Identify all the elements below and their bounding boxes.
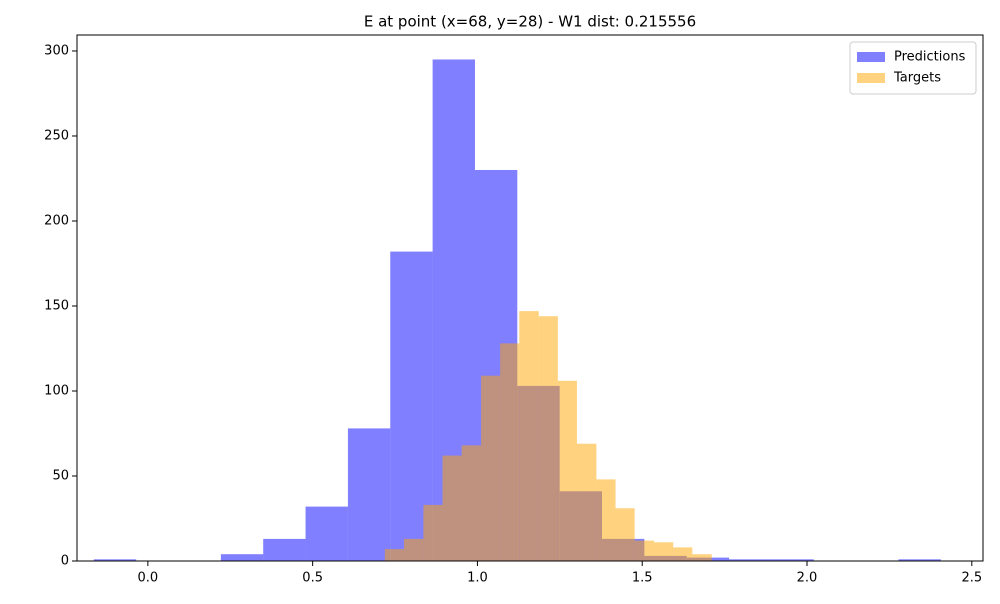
histogram-bar (423, 504, 443, 561)
histogram-bar (263, 538, 306, 561)
legend-swatch (857, 73, 885, 83)
histogram-bar (481, 375, 501, 561)
histogram-bar (461, 445, 482, 561)
x-tick-label: 1.0 (467, 571, 488, 586)
histogram-bar (220, 554, 264, 561)
legend-label: Predictions (894, 50, 966, 65)
chart-title: E at point (x=68, y=28) - W1 dist: 0.215… (364, 13, 696, 31)
y-tick-label: 200 (44, 213, 69, 228)
histogram-bar (305, 506, 348, 561)
x-tick-label: 1.5 (632, 571, 653, 586)
histogram-bar (634, 540, 655, 561)
histogram-bar (384, 549, 404, 561)
histogram-bar (538, 316, 558, 561)
x-tick-label: 0.5 (302, 571, 323, 586)
histogram-bar (500, 343, 520, 561)
histogram-bar (729, 559, 772, 561)
histogram-bar (347, 428, 391, 561)
legend-swatch (857, 52, 885, 62)
histogram-bar (93, 559, 137, 561)
y-tick-label: 0 (61, 554, 69, 569)
histogram-bar (442, 455, 462, 561)
x-tick-label: 0.0 (138, 571, 159, 586)
x-tick-label: 2.5 (961, 571, 982, 586)
legend-label: Targets (893, 71, 941, 86)
plot-frame (76, 34, 984, 562)
histogram-bar (692, 554, 712, 561)
histogram-bar (898, 559, 941, 561)
histogram-bar (576, 443, 597, 561)
histogram-bar (615, 508, 635, 561)
histogram-bar (519, 311, 539, 561)
x-tick-label: 2.0 (797, 571, 818, 586)
histogram-bar (771, 559, 814, 561)
histogram-bar (557, 380, 577, 561)
histogram-bar (654, 542, 674, 561)
histogram-bar (596, 479, 616, 561)
histogram-bar (403, 538, 424, 561)
y-tick-label: 300 (44, 43, 69, 58)
y-tick-label: 50 (52, 468, 69, 483)
y-tick-label: 100 (44, 383, 69, 398)
y-tick-label: 250 (44, 128, 69, 143)
y-tick-label: 150 (44, 298, 69, 313)
histogram-bar (673, 547, 693, 561)
